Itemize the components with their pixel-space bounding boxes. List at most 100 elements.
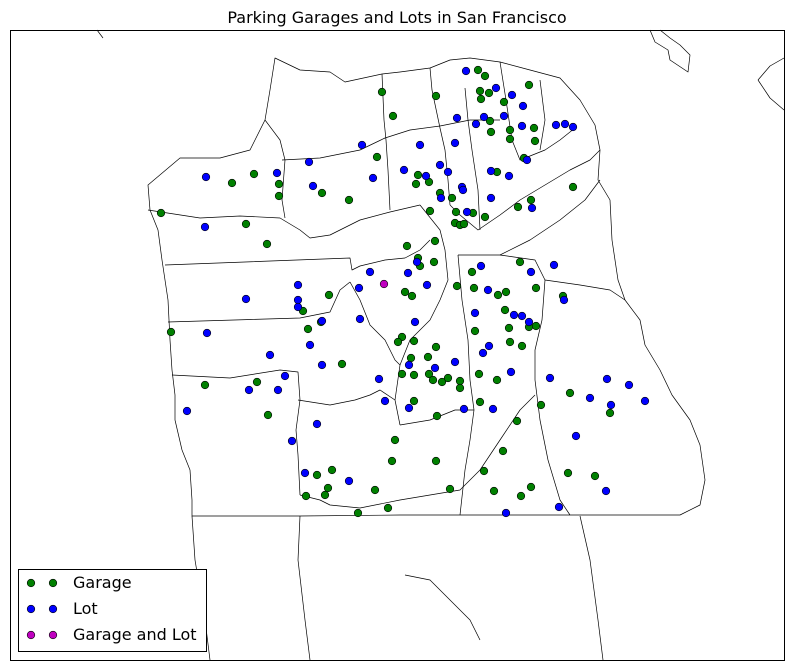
- point-lot-26: [504, 171, 514, 181]
- point-garage-21: [249, 169, 259, 179]
- point-garage-49: [515, 257, 525, 267]
- point-lot-28: [436, 193, 446, 203]
- point-lot-8: [517, 121, 527, 131]
- point-lot-21: [435, 160, 445, 170]
- point-lot-73: [182, 406, 192, 416]
- point-garage-30: [425, 206, 435, 216]
- point-lot-71: [244, 385, 254, 395]
- point-garage-89: [263, 410, 273, 420]
- point-garage-93: [565, 388, 575, 398]
- legend-marker-garage-1: [48, 578, 58, 588]
- point-lot-70: [640, 396, 650, 406]
- point-lot-15: [201, 172, 211, 182]
- point-lot-51: [355, 314, 365, 324]
- point-lot-5: [471, 119, 481, 129]
- point-garage-82: [443, 373, 453, 383]
- point-garage-83: [455, 376, 465, 386]
- point-lot-62: [280, 371, 290, 381]
- point-lot-35: [293, 295, 303, 305]
- legend-marker-garage-and-lot-1: [48, 630, 58, 640]
- point-garage-70: [500, 305, 510, 315]
- point-garage-109: [489, 486, 499, 496]
- legend-label-lot: Lot: [73, 599, 98, 618]
- legend-label-garage-and-lot: Garage and Lot: [73, 625, 197, 644]
- point-lot-54: [410, 317, 420, 327]
- point-lot-66: [506, 367, 516, 377]
- point-garage-47: [429, 257, 439, 267]
- neighborhood-boundaries: [96, 29, 785, 661]
- point-garage-22: [227, 178, 237, 188]
- point-lot-25: [486, 166, 496, 176]
- point-garage-75: [431, 342, 441, 352]
- point-garage-104: [563, 468, 573, 478]
- point-garage-26: [344, 195, 354, 205]
- point-lot-3: [518, 101, 528, 111]
- point-garage-97: [512, 416, 522, 426]
- point-garage-8: [499, 97, 509, 107]
- point-garage-98: [498, 446, 508, 456]
- point-lot-10: [560, 119, 570, 129]
- point-garage-110: [516, 491, 526, 501]
- point-lot-1: [491, 83, 501, 93]
- point-garage-0: [473, 65, 483, 75]
- point-lot-13: [450, 138, 460, 148]
- scatter-series-layer: [156, 65, 650, 518]
- point-garage-24: [274, 191, 284, 201]
- legend: Garage Lot Garage and Lot: [18, 569, 207, 652]
- legend-marker-lot-0: [26, 604, 36, 614]
- point-garage-61: [303, 324, 313, 334]
- point-garage-55: [400, 287, 410, 297]
- legend-marker-garage-and-lot-0: [26, 630, 36, 640]
- point-lot-60: [317, 360, 327, 370]
- point-lot-17: [308, 181, 318, 191]
- point-garage-50: [469, 283, 479, 293]
- point-lot-47: [509, 310, 519, 320]
- point-lot-83: [300, 468, 310, 478]
- point-garage-87: [252, 377, 262, 387]
- point-lot-44: [526, 267, 536, 277]
- point-lot-61: [374, 374, 384, 384]
- point-lot-46: [483, 285, 493, 295]
- point-garage-54: [324, 290, 334, 300]
- point-garage-115: [383, 503, 393, 513]
- point-garage-114: [353, 508, 363, 518]
- point-lot-58: [484, 341, 494, 351]
- point-garage-79: [424, 369, 434, 379]
- point-lot-57: [478, 348, 488, 358]
- point-garage-96: [390, 435, 400, 445]
- point-garage-41: [459, 219, 469, 229]
- point-garage-113: [320, 490, 330, 500]
- point-lot-81: [287, 436, 297, 446]
- point-garage-10: [388, 111, 398, 121]
- point-garage-95: [432, 411, 442, 421]
- point-garage-1: [480, 71, 490, 81]
- point-lot-42: [422, 280, 432, 290]
- point-lot-6: [479, 112, 489, 122]
- point-lot-12: [357, 140, 367, 150]
- point-lot-22: [443, 167, 453, 177]
- point-garage-111: [526, 482, 536, 492]
- point-garage-56: [407, 291, 417, 301]
- point-garage-100: [431, 456, 441, 466]
- point-lot-74: [380, 396, 390, 406]
- point-lot-64: [430, 363, 440, 373]
- point-garage-99: [387, 456, 397, 466]
- point-lot-48: [517, 311, 527, 321]
- point-garage-44: [430, 236, 440, 246]
- point-lot-7: [499, 111, 509, 121]
- point-garage-6: [484, 88, 494, 98]
- point-garage-90: [409, 396, 419, 406]
- point-garage-106: [323, 483, 333, 493]
- point-lot-34: [293, 280, 303, 290]
- point-garage-71: [505, 337, 515, 347]
- point-garage-23: [274, 179, 284, 189]
- point-garage-51: [452, 281, 462, 291]
- point-lot-4: [452, 113, 462, 123]
- point-lot-38: [365, 267, 375, 277]
- point-garage-38: [241, 219, 251, 229]
- point-garage-13: [486, 127, 496, 137]
- point-lot-20: [415, 140, 425, 150]
- point-garage-42: [262, 239, 272, 249]
- point-garage-2: [524, 80, 534, 90]
